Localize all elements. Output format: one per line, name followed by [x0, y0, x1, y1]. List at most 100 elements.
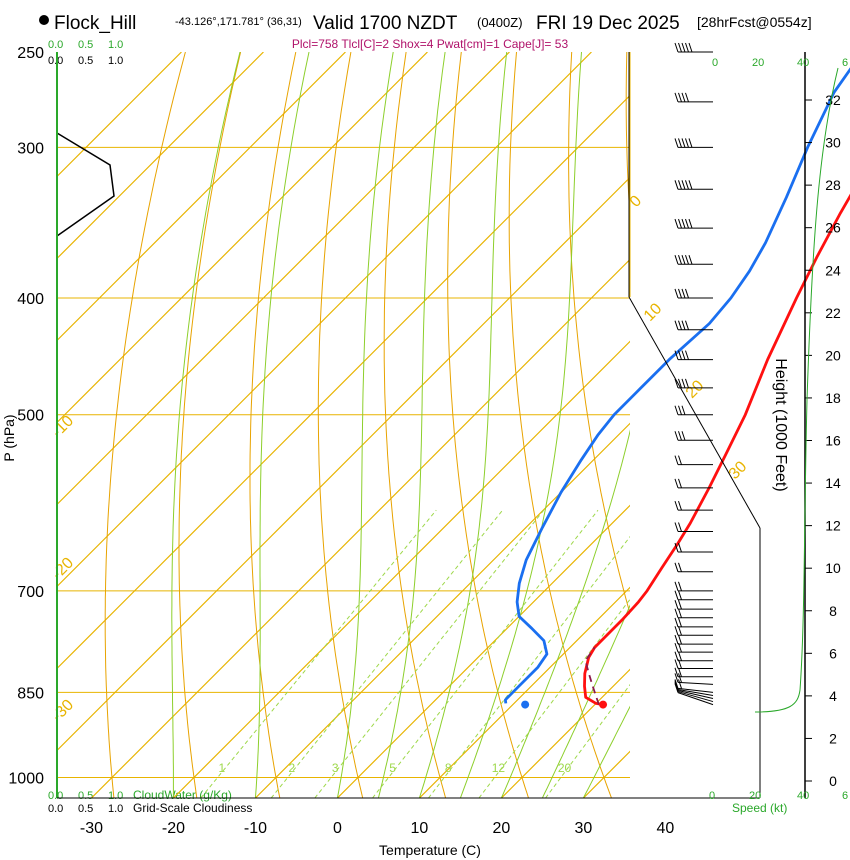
mixing-ratio-label-8: 8 [445, 761, 452, 775]
cloud-scale-bottom-green-0: 0.0 [48, 790, 63, 802]
isotherm--20 [173, 340, 630, 798]
moist-adiabat-10 [418, 52, 508, 798]
moist-adiabat-0 [336, 52, 394, 798]
wind-barb-750 [674, 617, 713, 628]
wind-barb-flag [678, 590, 682, 600]
wind-barb-870 [674, 683, 714, 706]
cloudwater-height-profile [754, 67, 839, 713]
wind-barb-775 [674, 634, 713, 645]
wind-barb-flag [674, 581, 679, 591]
cloudwater-label: CloudWater (g/Kg) [133, 788, 232, 802]
wind-barb-flag [674, 478, 679, 489]
isotherm-50 [747, 52, 850, 798]
wind-barb-flag [688, 138, 693, 148]
cloud-scale-top-black-05: 0.5 [78, 55, 93, 67]
mixing-ratio-12 [478, 598, 630, 798]
height-tick-6: 6 [829, 645, 837, 661]
wind-barb-flag [674, 218, 679, 229]
wind-barb-flag [678, 378, 682, 389]
isotherm--80 [57, 52, 428, 424]
pressure-tick-850: 850 [17, 685, 44, 702]
pressure-axis-label: P (hPa) [1, 414, 17, 461]
wind-barb-flag [674, 642, 679, 653]
wind-barb-flag [674, 659, 679, 669]
dewpoint-line [504, 67, 850, 704]
wind-barb-flag [681, 255, 686, 265]
pressure-tick-250: 250 [17, 45, 44, 62]
wind-barb-flag [674, 608, 679, 618]
speed-bottom-0: 0 [709, 790, 715, 802]
wind-barb-625 [674, 522, 713, 533]
height-tick-28: 28 [825, 177, 841, 193]
dry-adiabat-30 [508, 52, 612, 798]
thermo-grid [57, 52, 850, 798]
mixing-ratio-8 [428, 535, 630, 798]
speed-top-0: 0 [712, 57, 718, 69]
moist-adiabat--20 [171, 52, 241, 798]
wind-barb-staff [677, 689, 714, 696]
mixing-ratio-label-1: 1 [218, 761, 225, 775]
temp-tick--10: -10 [244, 820, 267, 837]
stability-indices: Plcl=758 Tlcl[C]=2 Shox=4 Pwat[cm]=1 Cap… [292, 37, 569, 51]
wind-barb-787 [674, 642, 713, 653]
wind-barb-350 [674, 218, 713, 229]
station-name: Flock_Hill [54, 13, 136, 34]
station-bullet-icon [39, 15, 49, 25]
wind-barb-flag [685, 138, 689, 148]
wind-barb-flag [678, 522, 682, 532]
forecast-info: [28hrFcst@0554z] [697, 14, 812, 30]
wind-barb-staff [677, 691, 714, 703]
height-tick-32: 32 [825, 92, 841, 108]
wind-barb-837 [674, 673, 714, 685]
pressure-tick-700: 700 [17, 584, 44, 601]
isotherm--40 [57, 176, 630, 752]
wind-barb-flag [674, 431, 679, 441]
mixing-ratio-label-2: 2 [288, 761, 295, 775]
cloudiness-label: Grid-Scale Cloudiness [133, 801, 252, 815]
wind-barb-825 [674, 667, 713, 678]
wind-barb-flag [678, 600, 682, 610]
dry-adiabat--10 [249, 52, 297, 798]
wind-barb-flag [678, 92, 682, 103]
dry-adiabat-0 [317, 52, 364, 798]
wind-barb-flag [674, 42, 679, 53]
height-tick-4: 4 [829, 688, 837, 704]
temp-tick--30: -30 [80, 820, 103, 837]
dry-adiabat-20 [447, 52, 529, 798]
wind-barb-450 [674, 350, 713, 361]
moist-adiabat-15 [459, 52, 582, 798]
height-tick-0: 0 [829, 773, 837, 789]
wind-barb-712 [674, 590, 713, 601]
isotherm-label--10: -10 [49, 412, 77, 440]
cloud-scale-bottom-green-1: 1.0 [108, 790, 123, 802]
isotherm-label--20: -20 [49, 554, 77, 582]
wind-barb-flag [681, 218, 686, 229]
wind-panel-baseline [628, 296, 761, 529]
wind-barb-flag [681, 288, 686, 299]
station-location: -43.126°,171.781° (36,31) [175, 16, 302, 28]
height-prof-top-6: 6 [842, 57, 848, 69]
dry-adiabat--30 [104, 52, 186, 798]
moist-adiabat-30 [582, 705, 630, 798]
sounding-profiles [56, 67, 850, 709]
pressure-tick-400: 400 [17, 291, 44, 308]
wind-barb-675 [674, 562, 713, 573]
surface-dewpoint-marker [521, 700, 530, 709]
wind-barb-flag [674, 378, 679, 389]
wind-barb-400 [674, 288, 713, 299]
moist-adiabat-25 [541, 604, 630, 798]
wind-barb-500 [674, 405, 713, 416]
wind-barb-flag [681, 42, 686, 53]
wind-barb-flag [685, 180, 689, 190]
height-tick-8: 8 [829, 603, 837, 619]
wind-barb-flag [685, 350, 689, 360]
wind-barb-650 [674, 542, 713, 553]
speed-axis-label: Speed (kt) [732, 801, 787, 815]
isotherm-0 [337, 504, 630, 798]
cloud-scale-bottom-black-1: 1.0 [108, 803, 123, 815]
wind-barb-flag [678, 431, 682, 441]
wind-barb-flag [674, 600, 679, 610]
temperature-axis-label: Temperature (C) [379, 842, 481, 858]
wind-barb-flag [674, 542, 679, 553]
mixing-ratio-label-3: 3 [332, 761, 339, 775]
